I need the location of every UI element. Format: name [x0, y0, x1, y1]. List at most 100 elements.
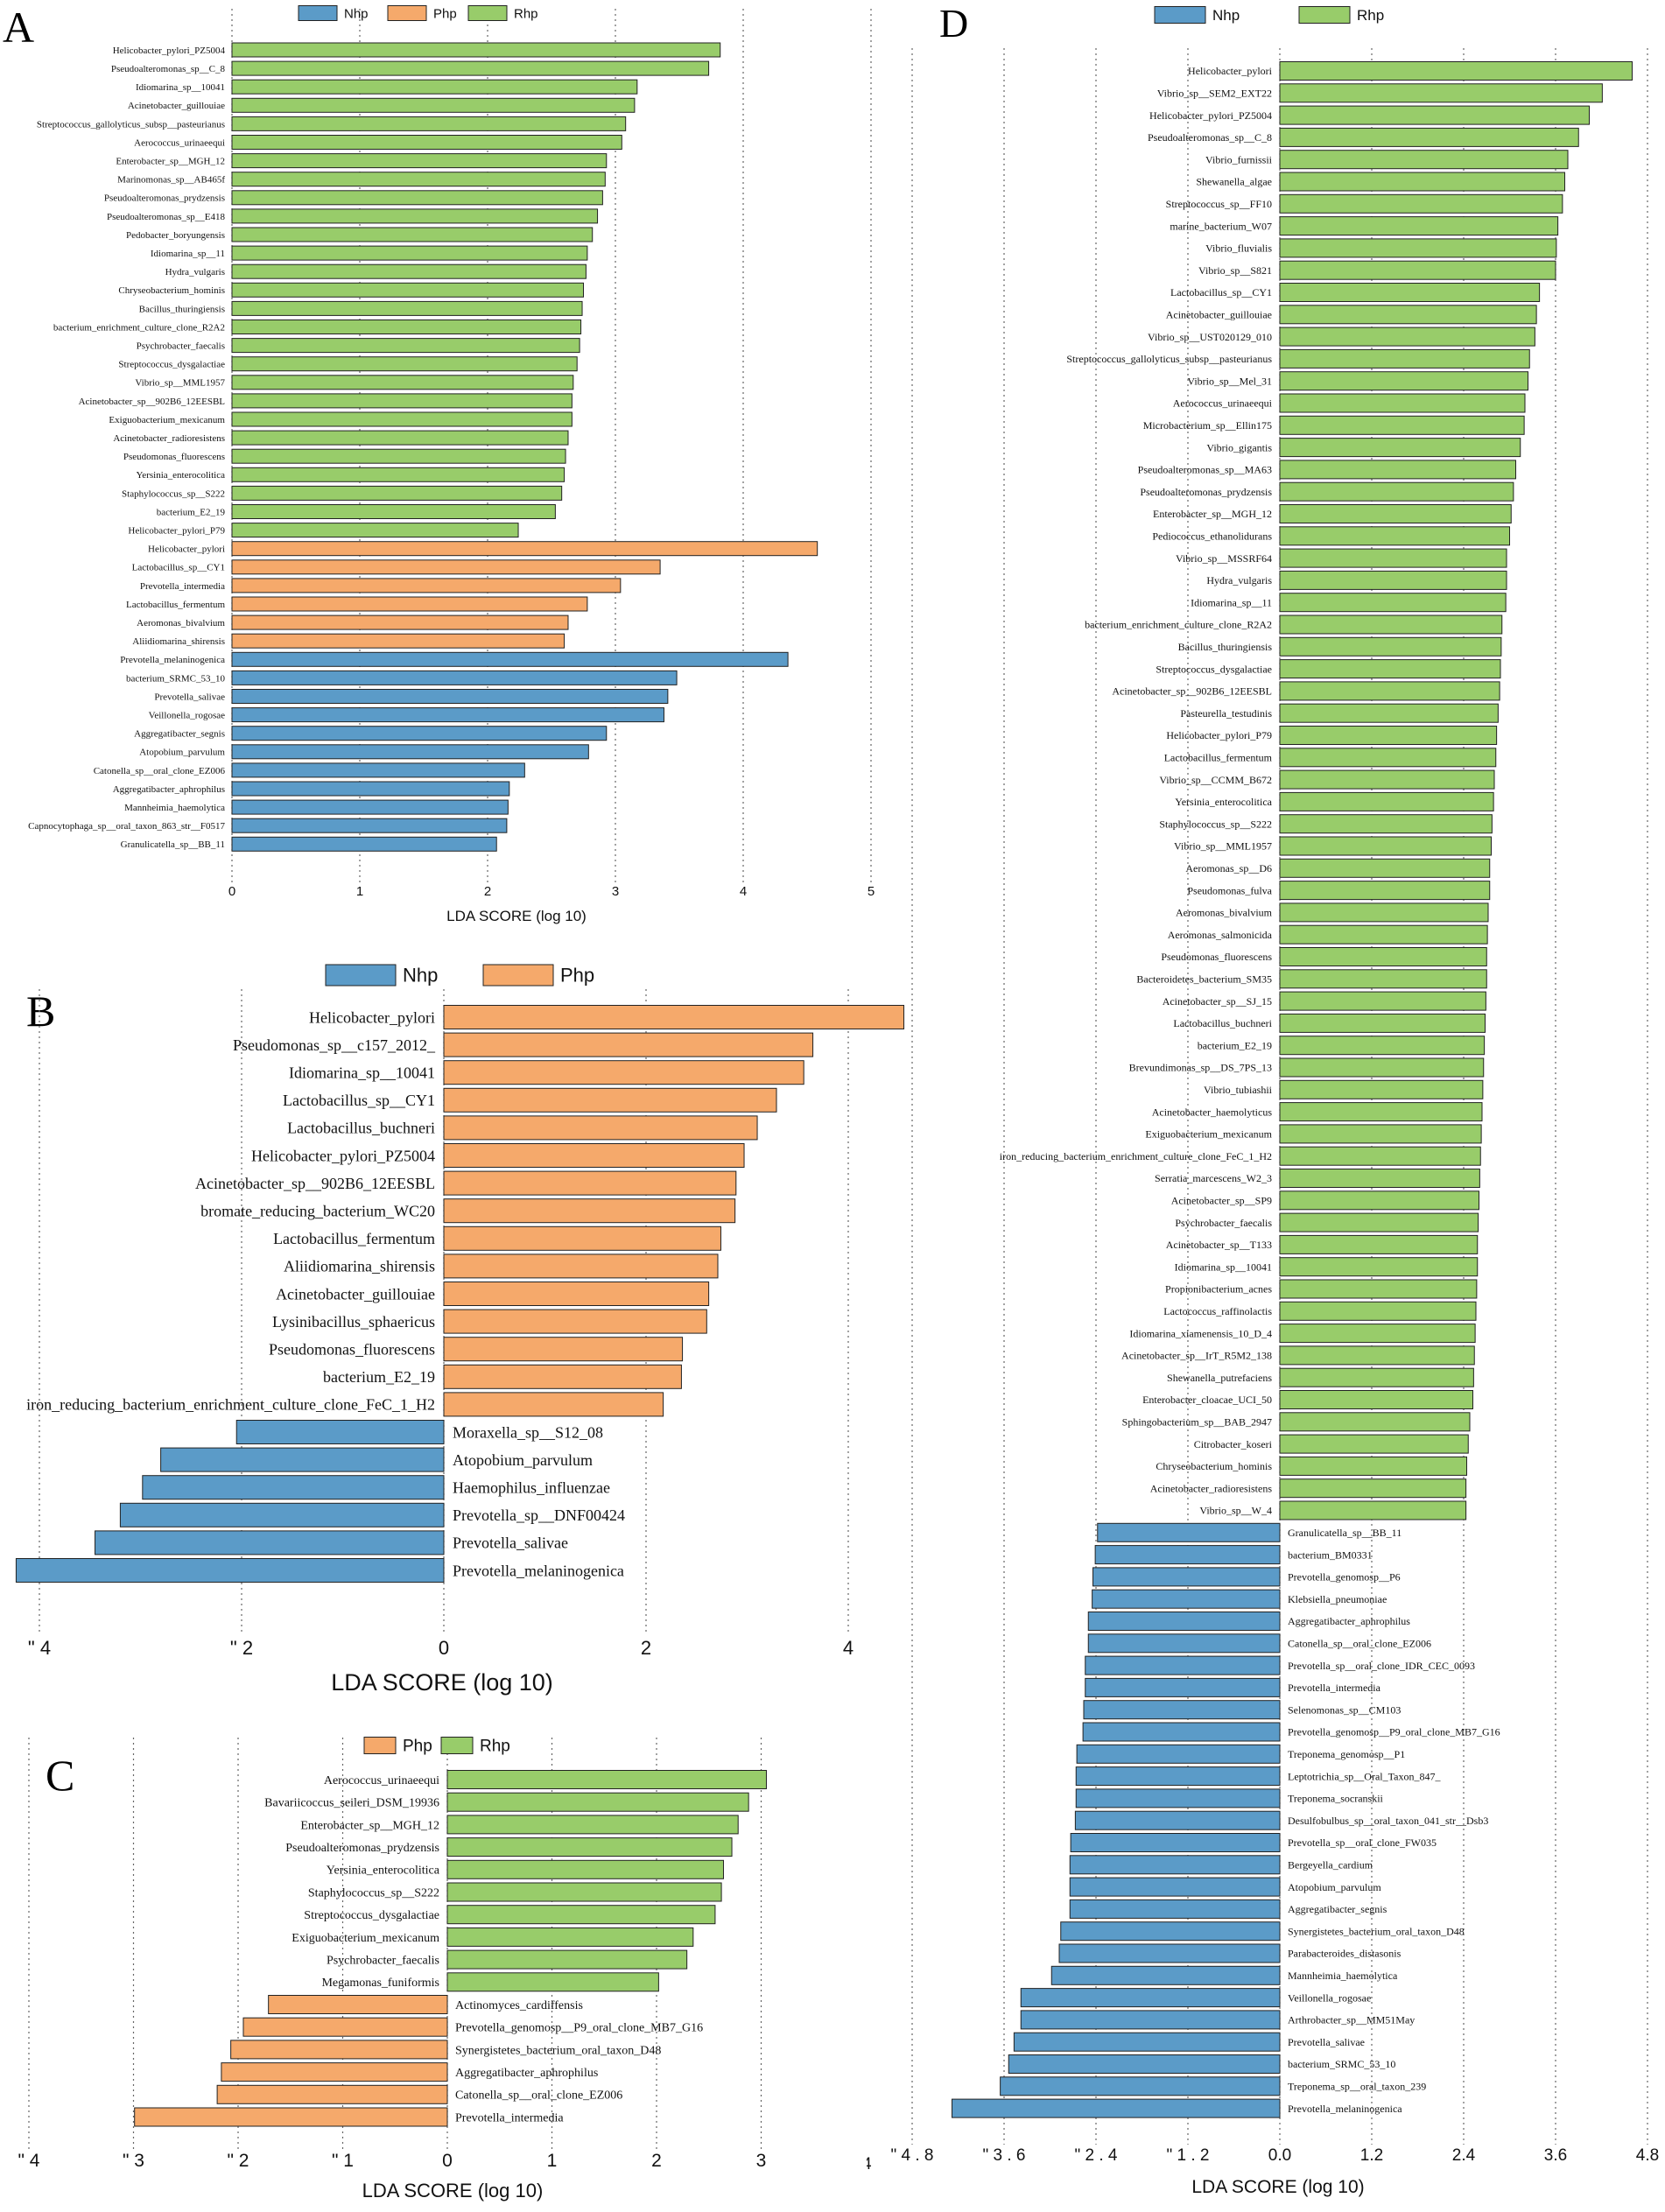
panel-d-bar-label: Aeromonas_bivalvium: [1176, 907, 1273, 919]
panel-b-bar-label: Acinetobacter_guillouiae: [276, 1285, 435, 1303]
panel-a-bar-rhp: [231, 467, 566, 482]
panel-d-bar-label: bacterium_BM0331: [1288, 1548, 1373, 1561]
panel-a-bar-label: Hydra_vulgaris: [165, 267, 225, 277]
panel-c-bar-label: Streptococcus_dysgalactiae: [304, 1909, 439, 1922]
panel-d-bar-rhp: [1279, 947, 1487, 966]
panel-b-bar-php: [443, 1253, 719, 1279]
panel-a-legend-label-php: Php: [433, 6, 457, 21]
panel-d-bar-label: Citrobacter_koseri: [1194, 1438, 1273, 1450]
panel-d-bar-label: Bacteroidetes_bacterium_SM35: [1136, 973, 1272, 986]
panel-d-bar-rhp: [1279, 881, 1491, 901]
panel-d-bar-label: Vibrio_sp__MML1957: [1174, 840, 1272, 853]
panel-d-bar-label: Aggregatibacter_aphrophilus: [1288, 1615, 1410, 1627]
chart-a: A Nhp Php Rhp Helicobacter_pylori_PZ5004 Pseu…: [3, 3, 875, 924]
panel-a-bar-rhp: [231, 411, 573, 427]
panel-a-bar-label: Helicobacter_pylori: [148, 544, 225, 555]
panel-a-bar-label: Marinomonas_sp__AB465f: [117, 175, 225, 186]
panel-d-bar-nhp: [1013, 2032, 1281, 2052]
panel-b: B Nhp Php Helicobacter_pylori Pseudomonas_sp…: [0, 945, 919, 1707]
panel-d-legend-swatch-nhp: [1154, 6, 1206, 24]
panel-d-bar-label: Acinetobacter_guillouiae: [1166, 309, 1272, 321]
panel-b-bar-label: Aliidiomarina_shirensis: [284, 1258, 435, 1275]
panel-d-bar-rhp: [1279, 659, 1501, 679]
panel-d-bar-label: Aggregatibacter_segnis: [1288, 1903, 1388, 1915]
panel-c-bar-label: Staphylococcus_sp__S222: [308, 1886, 439, 1900]
panel-b-x-axis-label: LDA SCORE (log 10): [331, 1669, 553, 1696]
panel-a-bar-label: Exiguobacterium_mexicanum: [109, 415, 225, 425]
panel-b-bar-php: [443, 1198, 736, 1224]
panel-a-bar-rhp: [231, 523, 519, 538]
panel-d-bar-rhp: [1279, 1013, 1486, 1033]
panel-a-letter: A: [3, 3, 34, 52]
panel-a-bar-label: Idiomarina_sp__11: [151, 249, 225, 259]
panel-b-bar-label: Idiomarina_sp__10041: [289, 1064, 435, 1082]
panel-d-bar-label: Acinetobacter_haemolyticus: [1152, 1106, 1273, 1118]
panel-d-bar-label: Treponema_sp__oral_taxon_239: [1288, 2081, 1426, 2093]
panel-d-bar-label: Idiomarina_sp__11: [1191, 596, 1272, 608]
panel-b-bar-php: [443, 1337, 684, 1362]
panel-d-bar-label: Propionibacterium_acnes: [1165, 1283, 1272, 1296]
panel-b-bar-php: [443, 1005, 905, 1029]
chart-c: C Php Rhp Aerococcus_urinaeequi Bavariicoccu…: [18, 1737, 767, 2201]
panel-d-bar-rhp: [1279, 1279, 1478, 1299]
panel-d-bar-rhp: [1279, 1345, 1475, 1366]
panel-c-bar-label: Prevotella_genomosp__P9_oral_clone_MB7_G…: [455, 2022, 703, 2035]
panel-d-bar-rhp: [1279, 703, 1499, 723]
panel-d-bar-label: Shewanella_algae: [1196, 176, 1272, 188]
panel-c-tick-label: " 3: [123, 2151, 144, 2171]
panel-d-bar-rhp: [1279, 791, 1494, 811]
panel-d-bar-label: Idiomarina_sp__10041: [1175, 1260, 1272, 1273]
panel-a-tick-label: 5: [868, 884, 875, 899]
panel-b-bar-nhp: [235, 1420, 445, 1444]
panel-a-legend-swatch-rhp: [467, 5, 508, 21]
panel-c-bar-label: Aerococcus_urinaeequi: [324, 1774, 439, 1787]
panel-a-bar-label: Staphylococcus_sp__S222: [122, 488, 225, 499]
panel-d: D Nhp Rhp Helicobacter_pylori Vibrio_sp__SEM…: [867, 0, 1665, 2212]
panel-d-bar-nhp: [1075, 1788, 1281, 1808]
panel-c-bar-label: Aggregatibacter_aphrophilus: [455, 2067, 598, 2080]
panel-a-bar-label: Aliidiomarina_shirensis: [132, 636, 225, 647]
panel-a-bar-rhp: [231, 135, 622, 150]
panel-a-bar-nhp: [231, 670, 678, 685]
panel-d-bar-rhp: [1279, 1478, 1467, 1499]
panel-d-bar-rhp: [1279, 769, 1495, 790]
panel-d-bar-nhp: [1008, 2054, 1281, 2074]
panel-d-bar-rhp: [1279, 681, 1500, 701]
panel-a-bar-label: Veillonella_rogosae: [149, 710, 225, 720]
panel-d-bar-rhp: [1279, 105, 1590, 125]
panel-d-bar-nhp: [1085, 1677, 1281, 1697]
panel-d-bar-rhp: [1279, 636, 1502, 657]
panel-d-bar-rhp: [1279, 415, 1525, 435]
panel-d-bar-rhp: [1279, 836, 1492, 856]
panel-d-bar-rhp: [1279, 1036, 1486, 1056]
panel-d-bar-rhp: [1279, 1390, 1473, 1409]
panel-a-bar-rhp: [231, 153, 608, 169]
panel-a-bar-nhp: [231, 707, 664, 723]
panel-c-bar-label: Pseudoalteromonas_prydzensis: [285, 1842, 439, 1855]
panel-d-bar-label: Vibrio_gigantis: [1206, 441, 1272, 453]
panel-a-bar-label: Pseudoalteromonas_sp__C_8: [111, 64, 226, 74]
panel-d-bar-rhp: [1279, 1456, 1467, 1476]
panel-d-bar-label: Pseudomonas_fulva: [1187, 884, 1272, 896]
panel-d-bar-label: Veillonella_rogosae: [1288, 1991, 1371, 2004]
panel-d-bar-label: Vibrio_sp__W_4: [1199, 1505, 1272, 1517]
panel-d-bar-label: Pseudoalteromonas_prydzensis: [1140, 486, 1272, 498]
panel-d-bar-rhp: [1279, 393, 1526, 413]
panel-a-bar-label: Idiomarina_sp__10041: [136, 82, 225, 93]
panel-a-bar-label: Pedobacter_boryungensis: [126, 230, 225, 241]
panel-a-bar-rhp: [231, 190, 603, 206]
panel-d-bar-nhp: [1087, 1612, 1281, 1631]
panel-d-bar-label: Arthrobacter_sp__MM51May: [1288, 2014, 1415, 2026]
panel-a-bar-label: Aerococcus_urinaeequi: [134, 137, 225, 148]
panel-d-legend-label-rhp: Rhp: [1357, 7, 1384, 24]
panel-b-bar-label: Atopobium_parvulum: [453, 1451, 593, 1469]
panel-d-bar-label: Vibrio_sp__S821: [1198, 264, 1272, 277]
panel-d-bar-label: Vibrio_fluvialis: [1205, 242, 1272, 255]
panel-d-bar-nhp: [1087, 1633, 1281, 1654]
panel-d-bar-label: Staphylococcus_sp__S222: [1159, 818, 1272, 830]
panel-a-bar-label: Prevotella_salivae: [154, 692, 225, 702]
panel-b-bar-php: [443, 1282, 710, 1306]
panel-d-bar-rhp: [1279, 526, 1510, 546]
panel-d-bar-nhp: [1076, 1744, 1281, 1764]
panel-d-bar-label: Desulfobulbus_sp__oral_taxon_041_str__Ds…: [1288, 1815, 1488, 1827]
